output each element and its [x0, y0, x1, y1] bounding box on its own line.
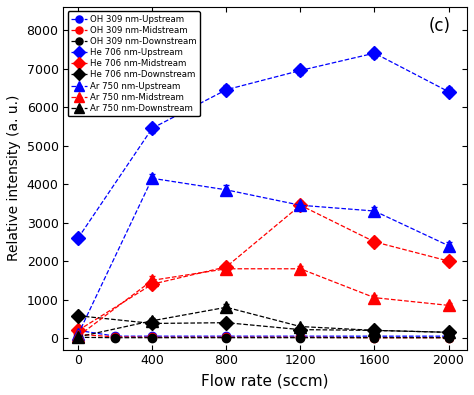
X-axis label: Flow rate (sccm): Flow rate (sccm) — [201, 373, 329, 388]
Legend: OH 309 nm-Upstream, OH 309 nm-Midstream, OH 309 nm-Downstream, He 706 nm-Upstrea: OH 309 nm-Upstream, OH 309 nm-Midstream,… — [68, 11, 200, 117]
Y-axis label: Relative intensity (a. u.): Relative intensity (a. u.) — [7, 95, 21, 261]
Text: (c): (c) — [429, 17, 451, 35]
